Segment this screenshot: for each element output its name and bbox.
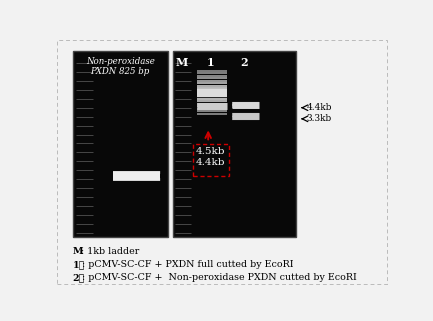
Text: 4.5kb: 4.5kb	[196, 146, 226, 156]
Text: 1번: 1번	[73, 260, 85, 269]
Text: 2: 2	[240, 57, 248, 68]
Text: 2번: 2번	[73, 273, 85, 282]
Text: : pCMV-SC-CF +  Non-peroxidase PXDN cutted by EcoRI: : pCMV-SC-CF + Non-peroxidase PXDN cutte…	[82, 273, 357, 282]
Text: 4.4kb: 4.4kb	[196, 158, 226, 167]
Bar	[173, 51, 296, 238]
Text: 4.4kb: 4.4kb	[307, 103, 332, 112]
Bar	[194, 143, 229, 176]
Text: M: M	[175, 57, 188, 68]
Text: : pCMV-SC-CF + PXDN full cutted by EcoRI: : pCMV-SC-CF + PXDN full cutted by EcoRI	[82, 260, 294, 269]
Text: 3.3kb: 3.3kb	[307, 114, 332, 123]
Text: : 1kb ladder: : 1kb ladder	[81, 247, 139, 256]
Bar	[73, 51, 168, 238]
Text: M: M	[73, 247, 83, 256]
Text: 1: 1	[207, 57, 214, 68]
Text: Non-peroxidase
PXDN 825 bp: Non-peroxidase PXDN 825 bp	[86, 57, 155, 76]
